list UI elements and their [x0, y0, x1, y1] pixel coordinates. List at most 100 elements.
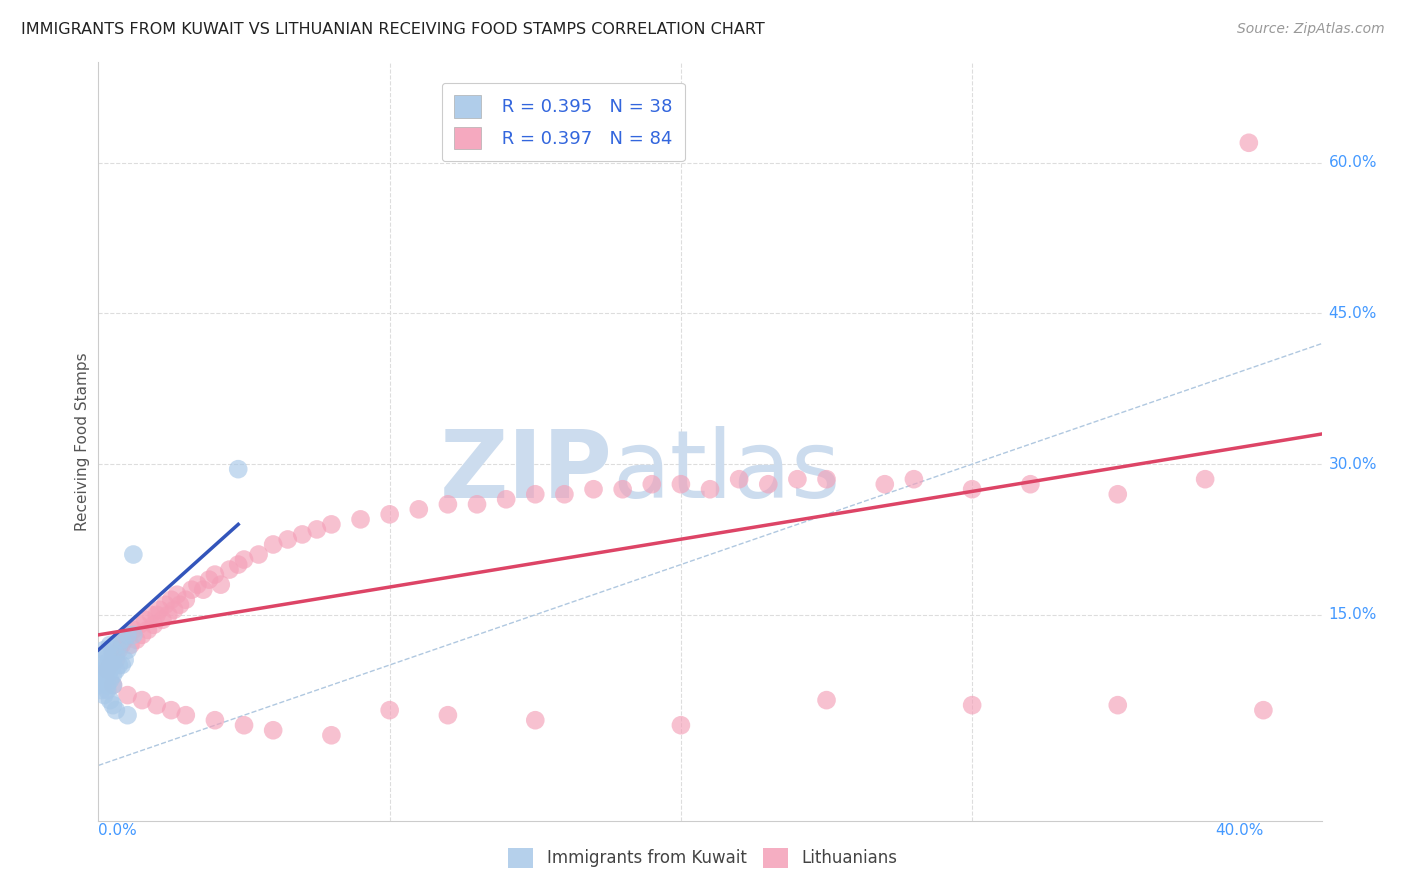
Point: [101, 657, 124, 672]
Point: [321, 728, 343, 742]
Point: [218, 563, 240, 577]
Point: [233, 552, 256, 566]
Point: [669, 718, 692, 732]
Point: [98, 653, 121, 667]
Point: [815, 472, 838, 486]
Point: [193, 582, 215, 597]
Point: [349, 512, 371, 526]
Point: [131, 693, 153, 707]
Point: [612, 482, 634, 496]
Point: [960, 482, 983, 496]
Text: IMMIGRANTS FROM KUWAIT VS LITHUANIAN RECEIVING FOOD STAMPS CORRELATION CHART: IMMIGRANTS FROM KUWAIT VS LITHUANIAN REC…: [21, 22, 765, 37]
Point: [104, 703, 127, 717]
Point: [641, 477, 664, 491]
Point: [815, 693, 838, 707]
Y-axis label: Receiving Food Stamps: Receiving Food Stamps: [75, 352, 90, 531]
Point: [582, 482, 605, 496]
Point: [524, 487, 547, 501]
Point: [108, 643, 131, 657]
Point: [117, 628, 139, 642]
Point: [114, 632, 136, 647]
Point: [699, 482, 721, 496]
Point: [93, 673, 115, 687]
Point: [233, 718, 256, 732]
Text: 15.0%: 15.0%: [1329, 607, 1376, 623]
Point: [104, 648, 127, 662]
Point: [321, 517, 343, 532]
Point: [134, 613, 156, 627]
Text: ZIP: ZIP: [439, 425, 612, 518]
Point: [163, 603, 186, 617]
Point: [204, 567, 226, 582]
Point: [108, 657, 131, 672]
Point: [157, 607, 180, 622]
Point: [136, 623, 159, 637]
Point: [553, 487, 575, 501]
Text: Source: ZipAtlas.com: Source: ZipAtlas.com: [1237, 22, 1385, 37]
Point: [96, 657, 118, 672]
Point: [122, 628, 145, 642]
Point: [160, 592, 183, 607]
Point: [98, 657, 121, 672]
Point: [114, 653, 136, 667]
Point: [160, 703, 183, 717]
Point: [131, 628, 153, 642]
Point: [669, 477, 692, 491]
Point: [108, 638, 131, 652]
Point: [873, 477, 896, 491]
Point: [128, 617, 150, 632]
Text: atlas: atlas: [612, 425, 841, 518]
Point: [120, 638, 142, 652]
Point: [90, 678, 112, 692]
Point: [98, 693, 121, 707]
Point: [90, 683, 112, 698]
Point: [98, 673, 121, 687]
Point: [96, 648, 118, 662]
Point: [98, 638, 121, 652]
Point: [960, 698, 983, 713]
Point: [93, 653, 115, 667]
Point: [1107, 698, 1129, 713]
Point: [117, 688, 139, 702]
Point: [96, 668, 118, 682]
Point: [101, 668, 124, 682]
Point: [145, 607, 167, 622]
Point: [786, 472, 808, 486]
Point: [465, 497, 488, 511]
Point: [1237, 136, 1260, 150]
Point: [305, 523, 328, 537]
Point: [226, 462, 249, 476]
Point: [96, 663, 118, 677]
Point: [437, 497, 460, 511]
Point: [169, 598, 191, 612]
Point: [1194, 472, 1216, 486]
Point: [408, 502, 430, 516]
Point: [104, 653, 127, 667]
Point: [101, 643, 124, 657]
Text: 0.0%: 0.0%: [98, 822, 138, 838]
Point: [186, 577, 208, 591]
Point: [90, 668, 112, 682]
Point: [174, 592, 197, 607]
Point: [149, 603, 172, 617]
Point: [262, 537, 284, 551]
Text: 60.0%: 60.0%: [1329, 155, 1376, 170]
Point: [139, 607, 162, 622]
Point: [437, 708, 460, 723]
Point: [101, 678, 124, 692]
Point: [756, 477, 779, 491]
Point: [122, 623, 145, 637]
Point: [226, 558, 249, 572]
Point: [204, 713, 226, 727]
Point: [277, 533, 299, 547]
Point: [728, 472, 751, 486]
Point: [111, 638, 134, 652]
Point: [111, 632, 134, 647]
Point: [125, 632, 148, 647]
Point: [524, 713, 547, 727]
Point: [180, 582, 202, 597]
Text: 40.0%: 40.0%: [1215, 822, 1264, 838]
Point: [96, 678, 118, 692]
Legend: Immigrants from Kuwait, Lithuanians: Immigrants from Kuwait, Lithuanians: [502, 841, 904, 875]
Point: [145, 698, 167, 713]
